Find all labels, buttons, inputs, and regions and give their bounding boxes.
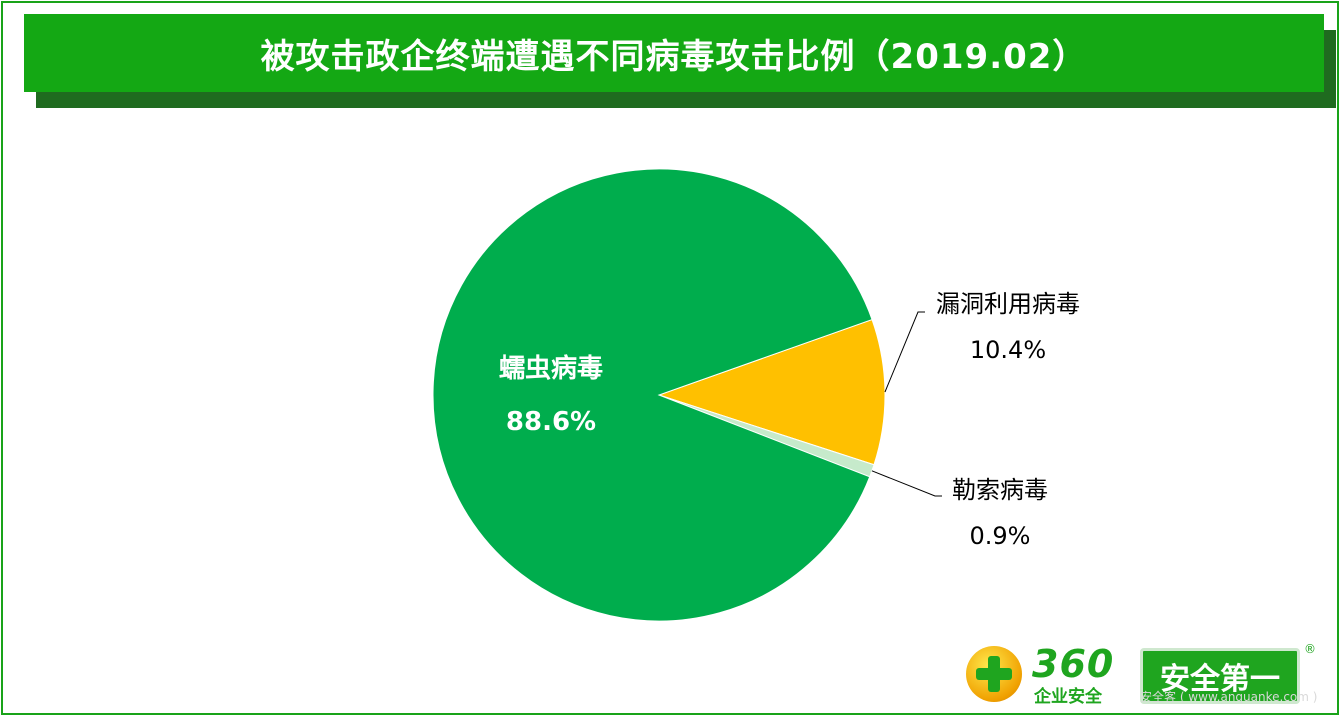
value-label-0: 88.6%: [506, 407, 596, 437]
registered-mark: ®: [1304, 642, 1316, 656]
pie-slice-0: [432, 168, 873, 622]
value-label-2: 0.9%: [970, 522, 1031, 550]
leader-line-2: [871, 470, 942, 497]
slice-label-0: 蠕虫病毒: [499, 354, 603, 384]
brand-logo: 360 企业安全 安全第一 ®: [962, 642, 1316, 708]
leader-line-1: [884, 311, 925, 393]
logo-brand-text: 360: [1032, 642, 1115, 686]
title-bar: 被攻击政企终端遭遇不同病毒攻击比例（2019.02）: [24, 14, 1324, 92]
logo-slogan-box: 安全第一: [1140, 648, 1300, 704]
logo-slogan: 安全第一: [1160, 662, 1280, 697]
slice-label-1: 漏洞利用病毒: [936, 290, 1080, 318]
chart-title: 被攻击政企终端遭遇不同病毒攻击比例（2019.02）: [260, 36, 1088, 77]
slice-label-2: 勒索病毒: [952, 476, 1048, 504]
watermark: 安全客 ( www.anquanke.com ): [1140, 690, 1318, 704]
logo-subtitle: 企业安全: [1034, 687, 1102, 707]
value-label-1: 10.4%: [970, 336, 1046, 364]
